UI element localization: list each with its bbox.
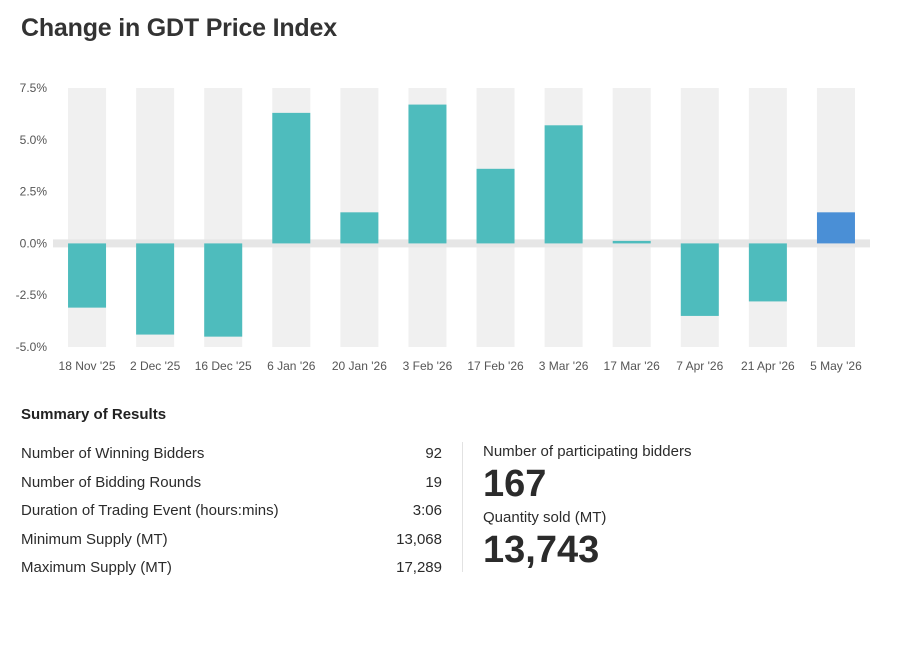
x-tick-label: 3 Feb '26 (403, 359, 453, 373)
bar (612, 240, 651, 244)
x-tick-label: 20 Jan '26 (332, 359, 387, 373)
x-tick-label: 17 Feb '26 (467, 359, 524, 373)
bar (408, 104, 447, 244)
headline-stats: Number of participating bidders 167 Quan… (483, 442, 691, 574)
quantity-sold-value: 13,743 (483, 529, 600, 571)
stat-label: Minimum Supply (MT) (21, 530, 168, 548)
stat-label: Maximum Supply (MT) (21, 559, 172, 576)
bar (68, 243, 107, 308)
y-tick-label: 2.5% (20, 185, 48, 199)
x-tick-label: 18 Nov '25 (59, 359, 116, 373)
column-band (612, 88, 651, 347)
bar (748, 243, 787, 302)
y-tick-label: 7.5% (20, 81, 48, 95)
stat-value: 13,068 (396, 530, 442, 548)
stat-label: Number of Bidding Rounds (21, 473, 202, 491)
chart-title: Change in GDT Price Index (21, 14, 337, 42)
x-tick-label: 17 Mar '26 (604, 359, 661, 373)
x-tick-label: 3 Mar '26 (539, 359, 589, 373)
bar (544, 125, 583, 244)
bar (816, 212, 855, 244)
x-tick-label: 16 Dec '25 (195, 359, 252, 373)
stat-value: 3:06 (412, 502, 442, 519)
bar-chart: 7.5% 5.0% 2.5% 0.0% -2.5% -5.0% 18 Nov '25 2 De… (16, 81, 870, 373)
bar (476, 168, 515, 244)
stat-value: 17,289 (396, 559, 442, 576)
zero-line (53, 239, 870, 248)
vertical-divider (462, 442, 463, 572)
bar (204, 243, 243, 337)
y-tick-label: -2.5% (16, 288, 48, 302)
bar (136, 243, 175, 335)
stat-label: Duration of Trading Event (hours:mins) (21, 502, 279, 519)
stat-row-duration: Duration of Trading Event (hours:mins) 3… (21, 499, 442, 528)
summary-stats-list: Number of Winning Bidders 92 Number of B… (21, 442, 442, 585)
bar (340, 212, 379, 244)
stat-value: 92 (425, 445, 442, 462)
x-tick-label: 2 Dec '25 (130, 359, 181, 373)
stat-row-winning-bidders: Number of Winning Bidders 92 (21, 442, 442, 471)
x-tick-label: 6 Jan '26 (267, 359, 316, 373)
participating-bidders-value: 167 (483, 463, 547, 505)
y-tick-label: 0.0% (20, 236, 48, 250)
bar (680, 243, 719, 316)
summary-title: Summary of Results (21, 406, 167, 423)
bar (272, 112, 311, 244)
column-band (68, 88, 107, 347)
y-tick-label: -5.0% (16, 340, 48, 354)
participating-bidders-label: Number of participating bidders (483, 443, 692, 460)
stat-row-bidding-rounds: Number of Bidding Rounds 19 (21, 471, 442, 500)
x-tick-label: 5 May '26 (810, 359, 862, 373)
column-band (748, 88, 787, 347)
y-tick-label: 5.0% (20, 133, 48, 147)
x-tick-label: 7 Apr '26 (676, 359, 723, 373)
stat-row-minimum-supply: Minimum Supply (MT) 13,068 (21, 528, 442, 557)
stat-value: 19 (425, 473, 442, 491)
quantity-sold-label: Quantity sold (MT) (483, 509, 607, 526)
stat-row-maximum-supply: Maximum Supply (MT) 17,289 (21, 556, 442, 585)
stat-label: Number of Winning Bidders (21, 445, 205, 462)
x-tick-label: 21 Apr '26 (741, 359, 795, 373)
